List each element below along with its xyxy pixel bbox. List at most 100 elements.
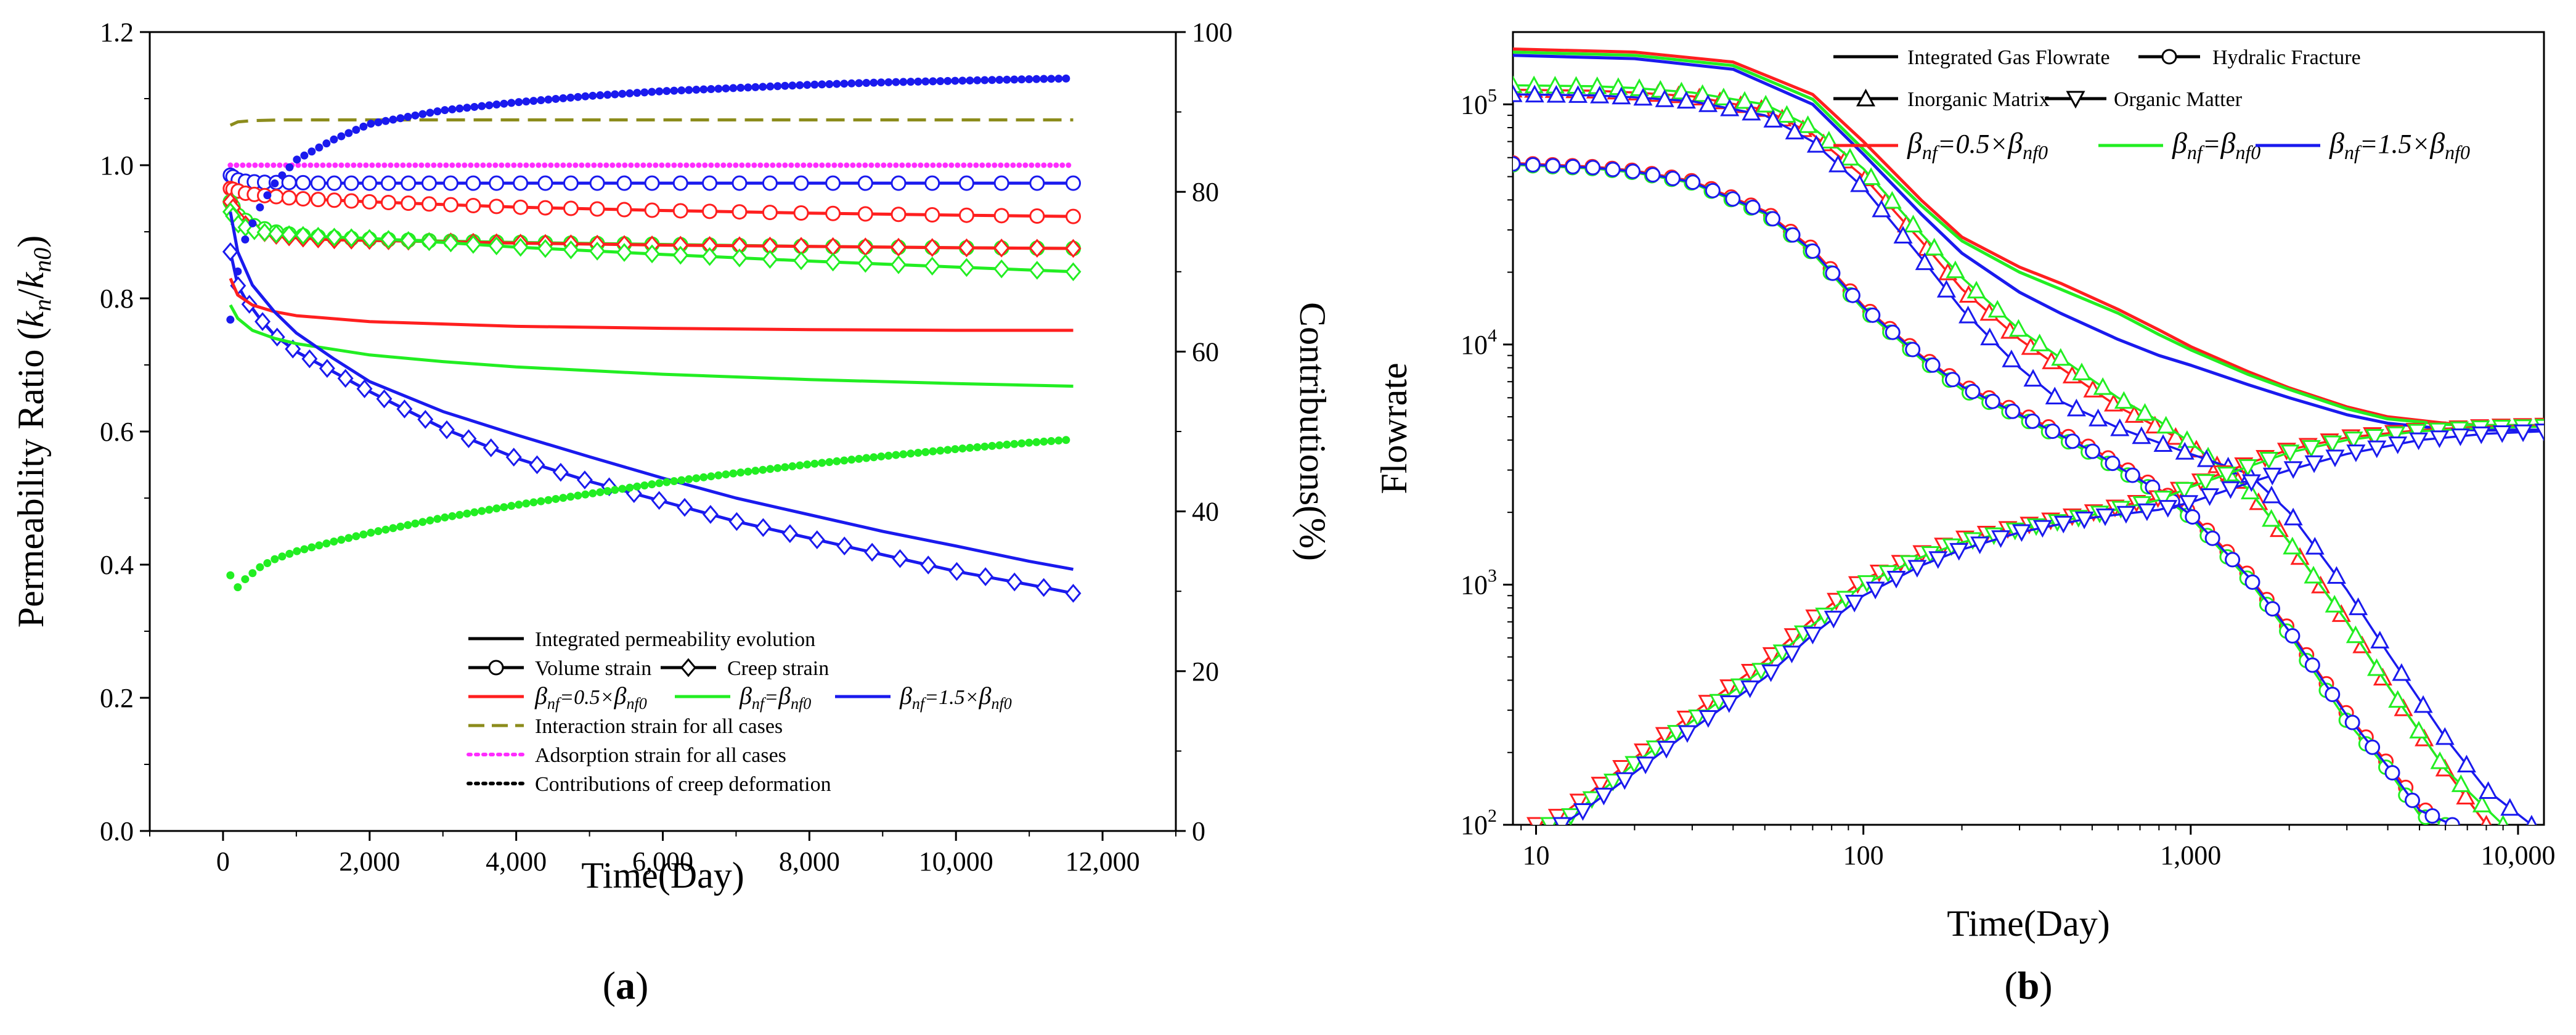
data-point <box>492 100 501 109</box>
y-right-tick-label: 100 <box>1192 17 1233 47</box>
legend-text-part: Hydralic Fracture <box>2212 46 2361 69</box>
data-point <box>2244 574 2260 590</box>
data-point <box>357 162 363 168</box>
series-line <box>229 277 1074 332</box>
data-point <box>2262 485 2281 504</box>
data-point <box>810 80 819 89</box>
data-point <box>2409 432 2429 451</box>
data-point <box>1745 199 1761 215</box>
data-point <box>489 175 505 191</box>
data-point <box>332 162 338 168</box>
data-point <box>628 162 634 168</box>
data-point <box>1936 279 1956 298</box>
data-point <box>1010 162 1016 168</box>
data-point <box>1066 175 1081 191</box>
tick-base: 10 <box>1461 570 1488 600</box>
data-point <box>603 162 609 168</box>
data-point <box>936 446 945 455</box>
data-point <box>310 192 326 208</box>
legend-text-part: nf0 <box>626 695 646 713</box>
legend-text-part: =1.5× <box>2360 129 2430 159</box>
data-point <box>330 135 338 144</box>
data-point <box>226 571 235 579</box>
data-point <box>1965 383 1981 399</box>
ylabel-part: k <box>10 271 51 288</box>
legend-label: βnf=0.5×βnf0 <box>1907 127 2048 163</box>
data-point <box>1885 324 1901 340</box>
data-point <box>707 84 715 93</box>
data-point <box>515 98 523 107</box>
data-point <box>1047 75 1056 83</box>
data-point <box>930 162 936 168</box>
data-point <box>359 122 368 131</box>
data-point <box>548 162 554 168</box>
y-left-tick-label: 1.2 <box>100 17 134 47</box>
series-line <box>1513 47 2544 427</box>
data-point <box>1526 817 1546 825</box>
data-point <box>611 486 619 494</box>
data-point <box>1006 572 1023 592</box>
data-point <box>924 207 940 223</box>
data-point <box>2023 369 2043 387</box>
data-point <box>1765 211 1781 227</box>
legend-label: Creep strain <box>727 657 829 680</box>
series-triangle-down-green <box>1539 419 2544 825</box>
data-point <box>1568 85 1588 103</box>
data-point <box>692 86 701 94</box>
data-point <box>640 162 646 168</box>
x-axis-title: Time(Day) <box>581 855 744 896</box>
data-point <box>589 175 605 191</box>
series-solid-blue <box>1513 54 2544 432</box>
data-point <box>1065 262 1082 282</box>
data-point <box>868 162 874 168</box>
data-point <box>505 448 522 467</box>
data-point <box>1017 439 1026 448</box>
data-point <box>732 204 748 220</box>
data-point <box>380 195 396 211</box>
legend-text-part: Adsorption strain for all cases <box>535 744 786 767</box>
data-point <box>1828 154 1848 173</box>
data-point <box>1552 817 1572 825</box>
data-point <box>874 162 881 168</box>
data-point <box>326 227 343 247</box>
data-point <box>544 496 553 504</box>
data-point <box>1657 740 1676 759</box>
data-point <box>369 162 375 168</box>
data-point <box>552 462 569 482</box>
data-point <box>488 236 505 256</box>
panel-paren: ) <box>2039 963 2052 1007</box>
data-point <box>857 206 873 222</box>
data-point <box>381 162 388 168</box>
data-point <box>766 82 775 91</box>
data-point <box>448 105 457 113</box>
data-point <box>2240 481 2260 499</box>
legend-label: βnf=1.5×βnf0 <box>899 682 1012 713</box>
data-point <box>644 244 661 264</box>
data-point <box>1032 438 1041 446</box>
legend-text-part: Integrated permeability evolution <box>535 628 815 651</box>
data-point <box>465 198 481 214</box>
data-point <box>367 528 375 537</box>
data-point <box>1907 560 1927 578</box>
data-point <box>1017 75 1026 84</box>
data-point <box>278 171 287 179</box>
data-point <box>401 195 417 211</box>
data-point <box>376 389 393 409</box>
data-point <box>2450 428 2470 446</box>
data-point <box>1742 102 1761 121</box>
data-point <box>1065 584 1082 603</box>
data-point <box>240 162 246 168</box>
data-point <box>692 474 701 483</box>
data-point <box>2386 426 2406 444</box>
series-line <box>1549 425 2544 825</box>
data-point <box>589 489 597 497</box>
data-point <box>993 175 1009 191</box>
data-point <box>891 207 907 223</box>
data-point <box>2095 508 2115 526</box>
data-point <box>776 162 782 168</box>
y-left-tick-label: 1.0 <box>100 150 134 181</box>
data-point <box>1029 261 1045 280</box>
data-point <box>1591 777 1610 795</box>
data-point <box>1539 817 1559 825</box>
